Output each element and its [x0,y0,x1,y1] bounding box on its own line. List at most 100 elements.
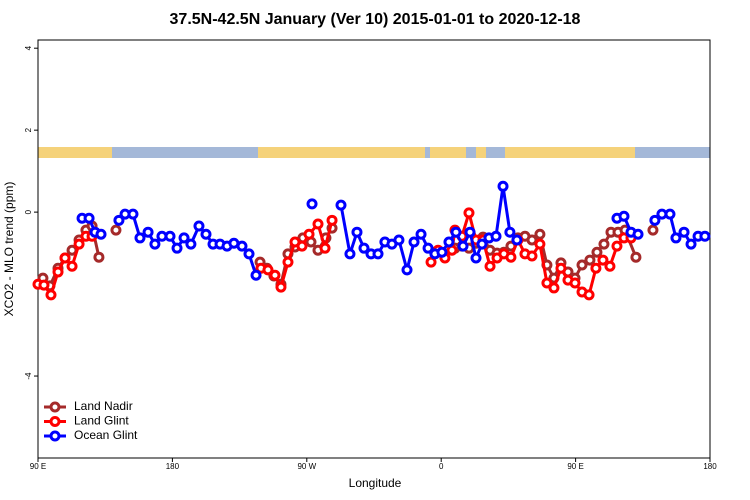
data-point [584,254,596,266]
x-tick-label: 90 E [567,462,583,471]
data-point [591,246,603,258]
data-point [526,234,538,246]
data-point [597,254,609,266]
data-point [66,260,78,272]
data-point [296,240,308,252]
data-point [476,238,488,250]
data-point [344,248,356,260]
data-point [171,242,183,254]
data-point [457,240,469,252]
data-point [670,232,682,244]
legend-marker [49,430,61,442]
data-point [326,214,338,226]
legend-label: Land Glint [74,414,129,428]
data-point [511,234,523,246]
data-point [484,260,496,272]
y-tick-label: 4 [24,45,33,50]
y-tick-label: -4 [24,372,33,380]
data-point [319,242,331,254]
data-point [604,260,616,272]
data-point [236,240,248,252]
data-point [45,289,57,301]
data-point [534,238,546,250]
data-point [408,236,420,248]
x-tick-label: 90 E [30,462,46,471]
data-point [335,199,347,211]
data-point [38,279,50,291]
data-point [93,251,105,263]
data-point [393,234,405,246]
data-point [275,281,287,293]
data-point [312,218,324,230]
data-point [303,228,315,240]
data-point [618,210,630,222]
data-point [243,248,255,260]
data-point [113,214,125,226]
data-point [422,242,434,254]
data-point [611,240,623,252]
data-point [127,208,139,220]
data-point [134,232,146,244]
data-point [306,198,318,210]
data-point [576,259,588,271]
data-point [83,212,95,224]
data-point [647,224,659,236]
legend-label: Land Nadir [74,399,133,413]
data-point [450,226,462,238]
data-point [497,180,509,192]
data-point [526,250,538,262]
data-point [351,226,363,238]
legend-label: Ocean Glint [74,428,138,442]
data-point [555,262,567,274]
data-point [436,246,448,258]
x-tick-label: 180 [703,462,717,471]
data-point [185,238,197,250]
data-point [699,230,711,242]
y-tick-label: 0 [24,209,33,214]
data-point [630,251,642,263]
data-point [193,220,205,232]
chart-title: 37.5N-42.5N January (Ver 10) 2015-01-01 … [170,11,581,28]
plot-frame [37,39,711,459]
data-point [425,256,437,268]
data-point [685,238,697,250]
data-point [372,248,384,260]
x-tick-label: 0 [439,462,444,471]
data-point [569,277,581,289]
data-point [583,289,595,301]
data-point [664,208,676,220]
y-axis-label: XCO2 - MLO trend (ppm) [2,182,16,317]
data-point [598,238,610,250]
data-point [142,226,154,238]
data-point [541,277,553,289]
data-point [505,251,517,263]
data-point [95,228,107,240]
data-point [73,238,85,250]
data-point [262,264,274,276]
data-point [149,238,161,250]
data-point [415,228,427,240]
x-tick-label: 180 [166,462,180,471]
data-point [649,214,661,226]
data-point [678,226,690,238]
data-point [534,228,546,240]
data-point [200,228,212,240]
data-point [110,224,122,236]
legend-marker [49,416,61,427]
data-point [178,232,190,244]
data-point [401,264,413,276]
data-point [164,230,176,242]
data-point [463,207,475,219]
x-tick-label: 90 W [297,462,316,471]
data-point [282,256,294,268]
data-point [358,242,370,254]
data-point [250,269,262,281]
data-point [470,252,482,264]
land-ocean-strip [38,147,710,158]
data-point [269,269,281,281]
data-point [490,230,502,242]
data-point [504,226,516,238]
x-axis-label: Longitude [349,476,402,490]
data-point [443,236,455,248]
